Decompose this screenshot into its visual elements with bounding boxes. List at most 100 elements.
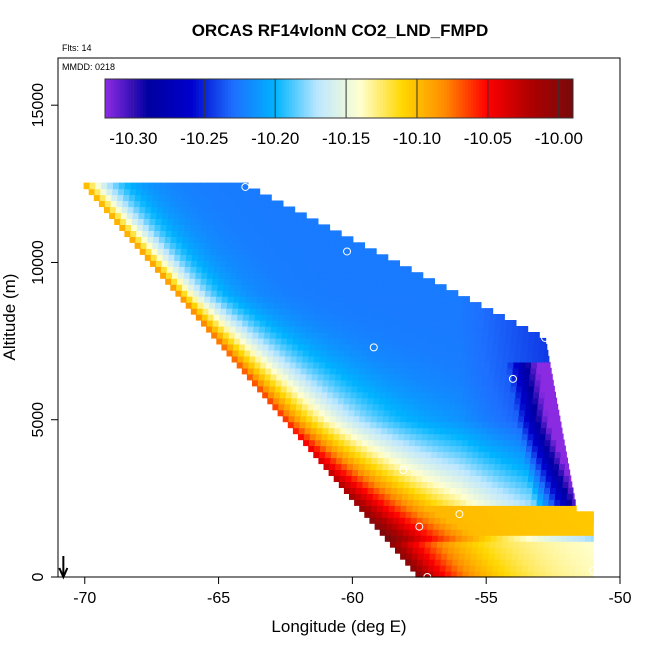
heatmap-cell [329, 236, 337, 243]
heatmap-cell [542, 457, 549, 465]
heatmap-cell [555, 403, 559, 411]
heatmap-cell [492, 475, 500, 482]
heatmap-cell [448, 541, 456, 548]
heatmap-cell [413, 499, 420, 506]
heatmap-cell [407, 272, 414, 279]
heatmap-cell [375, 379, 383, 387]
heatmap-cell [135, 188, 143, 196]
heatmap-cell [423, 332, 430, 339]
heatmap-cell [423, 326, 431, 333]
heatmap-cell [293, 379, 300, 387]
heatmap-cell [398, 427, 406, 435]
heatmap-cell [530, 547, 537, 554]
heatmap-cell [231, 224, 238, 231]
heatmap-cell [256, 302, 263, 309]
heatmap-cell [389, 499, 396, 506]
heatmap-cell [195, 182, 202, 190]
heatmap-cell [202, 260, 210, 267]
heatmap-cell [318, 367, 325, 375]
heatmap-cell [330, 320, 337, 327]
heatmap-cell [182, 236, 189, 243]
heatmap-cell [124, 188, 131, 196]
heatmap-cell [384, 355, 392, 363]
heatmap-cell [153, 230, 161, 237]
heatmap-cell [253, 236, 260, 243]
heatmap-cell [172, 266, 180, 273]
colorbar-segment [207, 79, 211, 118]
heatmap-cell [211, 284, 219, 291]
heatmap-cell [459, 367, 467, 375]
heatmap-cell [399, 469, 406, 476]
heatmap-cell [424, 415, 431, 423]
heatmap-cell [482, 463, 489, 470]
heatmap-cell [350, 481, 358, 488]
heatmap-cell [529, 373, 536, 381]
heatmap-cell [249, 308, 257, 315]
x-axis: -70 -65 -60 -55 -50 [73, 577, 632, 607]
heatmap-cell [338, 308, 345, 315]
heatmap-cell [397, 481, 405, 488]
heatmap-cell [230, 188, 237, 196]
heatmap-cell [347, 457, 355, 465]
heatmap-cell [242, 272, 250, 279]
heatmap-cell [298, 427, 306, 435]
heatmap-cell [370, 332, 377, 339]
heatmap-cell [406, 326, 413, 333]
heatmap-cell [268, 206, 276, 214]
heatmap-cell [259, 326, 266, 333]
heatmap-cell [455, 445, 462, 453]
heatmap-cell [278, 224, 285, 231]
heatmap-cell [433, 481, 440, 488]
heatmap-cell [503, 439, 510, 447]
heatmap-cell [281, 337, 288, 345]
heatmap-cell [315, 302, 322, 309]
colorbar-segment [265, 79, 270, 118]
heatmap-cell [411, 284, 419, 291]
heatmap-cell [383, 409, 390, 417]
heatmap-cell [223, 236, 231, 243]
heatmap-cell [406, 367, 414, 375]
heatmap-cell [354, 361, 361, 369]
heatmap-cell [524, 367, 531, 375]
heatmap-cell [534, 337, 541, 345]
heatmap-cell [387, 337, 394, 345]
heatmap-cell [570, 511, 577, 518]
heatmap-cell [262, 391, 269, 399]
heatmap-cell [213, 224, 220, 231]
heatmap-cell [416, 379, 424, 387]
heatmap-cell [453, 547, 461, 554]
heatmap-cell [241, 326, 248, 333]
heatmap-cell [435, 463, 442, 470]
heatmap-cell [236, 182, 244, 190]
heatmap-cell [477, 499, 485, 506]
heatmap-cell [129, 236, 136, 243]
heatmap-cell [181, 290, 188, 297]
colorbar-tick-label: -10.00 [535, 129, 583, 148]
heatmap-cell [461, 355, 468, 363]
heatmap-cell [405, 421, 412, 429]
heatmap-cell [511, 379, 518, 387]
heatmap-cell [194, 278, 202, 285]
heatmap-cell [400, 505, 407, 512]
colorbar-segment [306, 79, 311, 118]
heatmap-cell [376, 284, 383, 291]
heatmap-cell [196, 218, 204, 225]
heatmap-cell [463, 565, 470, 572]
heatmap-cell [506, 367, 514, 375]
colorbar-segment [224, 79, 229, 118]
heatmap-cell [336, 457, 343, 465]
heatmap-cell [526, 397, 533, 405]
heatmap-cell [341, 236, 348, 243]
heatmap-cell [431, 445, 439, 453]
heatmap-cell [574, 523, 582, 530]
heatmap-cell [247, 236, 254, 243]
heatmap-cell [145, 248, 153, 255]
heatmap-cell [389, 361, 397, 369]
heatmap-cell [456, 439, 463, 447]
colorbar-segment [119, 79, 124, 118]
heatmap-cell [271, 320, 279, 327]
heatmap-cell [286, 248, 294, 255]
heatmap-cell [382, 463, 389, 470]
heatmap-cell [464, 421, 471, 429]
heatmap-cell [350, 260, 357, 267]
